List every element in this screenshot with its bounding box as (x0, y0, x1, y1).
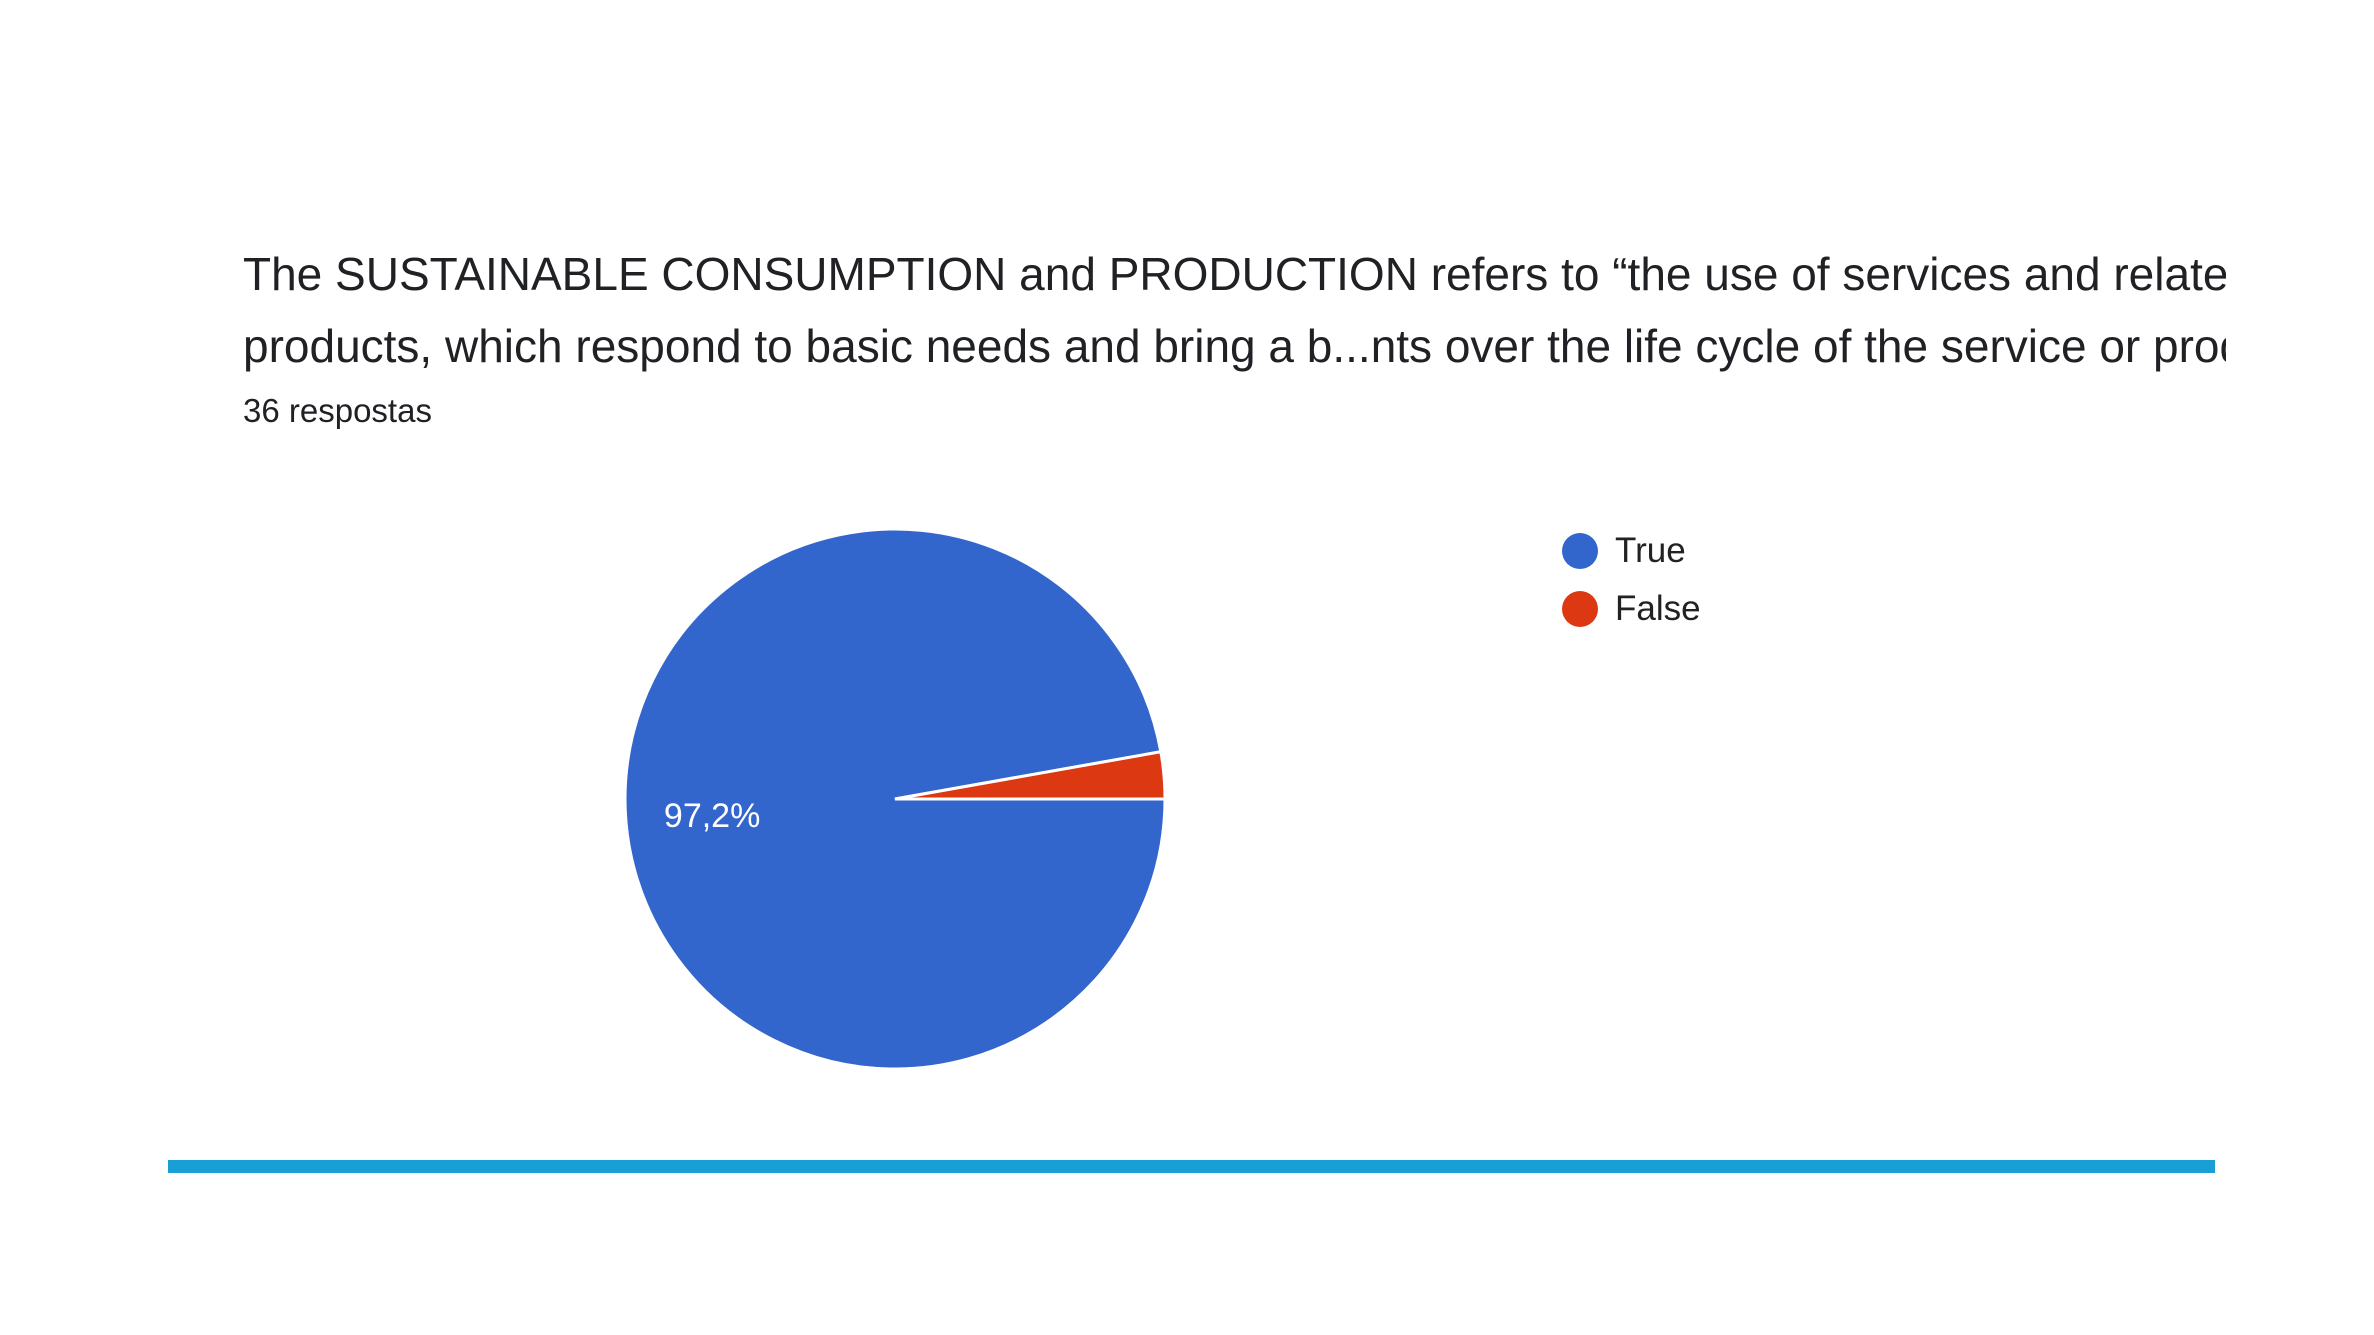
legend-label-true: True (1615, 531, 1686, 570)
question-title-line-1: The SUSTAINABLE CONSUMPTION and PRODUCTI… (243, 248, 2226, 300)
legend-item-true[interactable]: True (1562, 522, 1701, 580)
question-title: The SUSTAINABLE CONSUMPTION and PRODUCTI… (243, 238, 2226, 382)
legend-label-false: False (1615, 589, 1701, 628)
legend-item-false[interactable]: False (1562, 580, 1701, 638)
legend-swatch-false (1562, 591, 1598, 627)
response-count: 36 respostas (243, 392, 432, 429)
data-label-true: 97,2% (664, 797, 760, 835)
section-divider (168, 1160, 2215, 1173)
chart-legend: True False (1562, 522, 1701, 638)
pie-slice-false[interactable] (894, 750, 1167, 801)
question-title-line-2: products, which respond to basic needs a… (243, 320, 2226, 372)
pie-slices (623, 527, 1167, 1071)
legend-swatch-true (1562, 533, 1598, 569)
pie-data-labels: 97,2% (664, 797, 760, 835)
